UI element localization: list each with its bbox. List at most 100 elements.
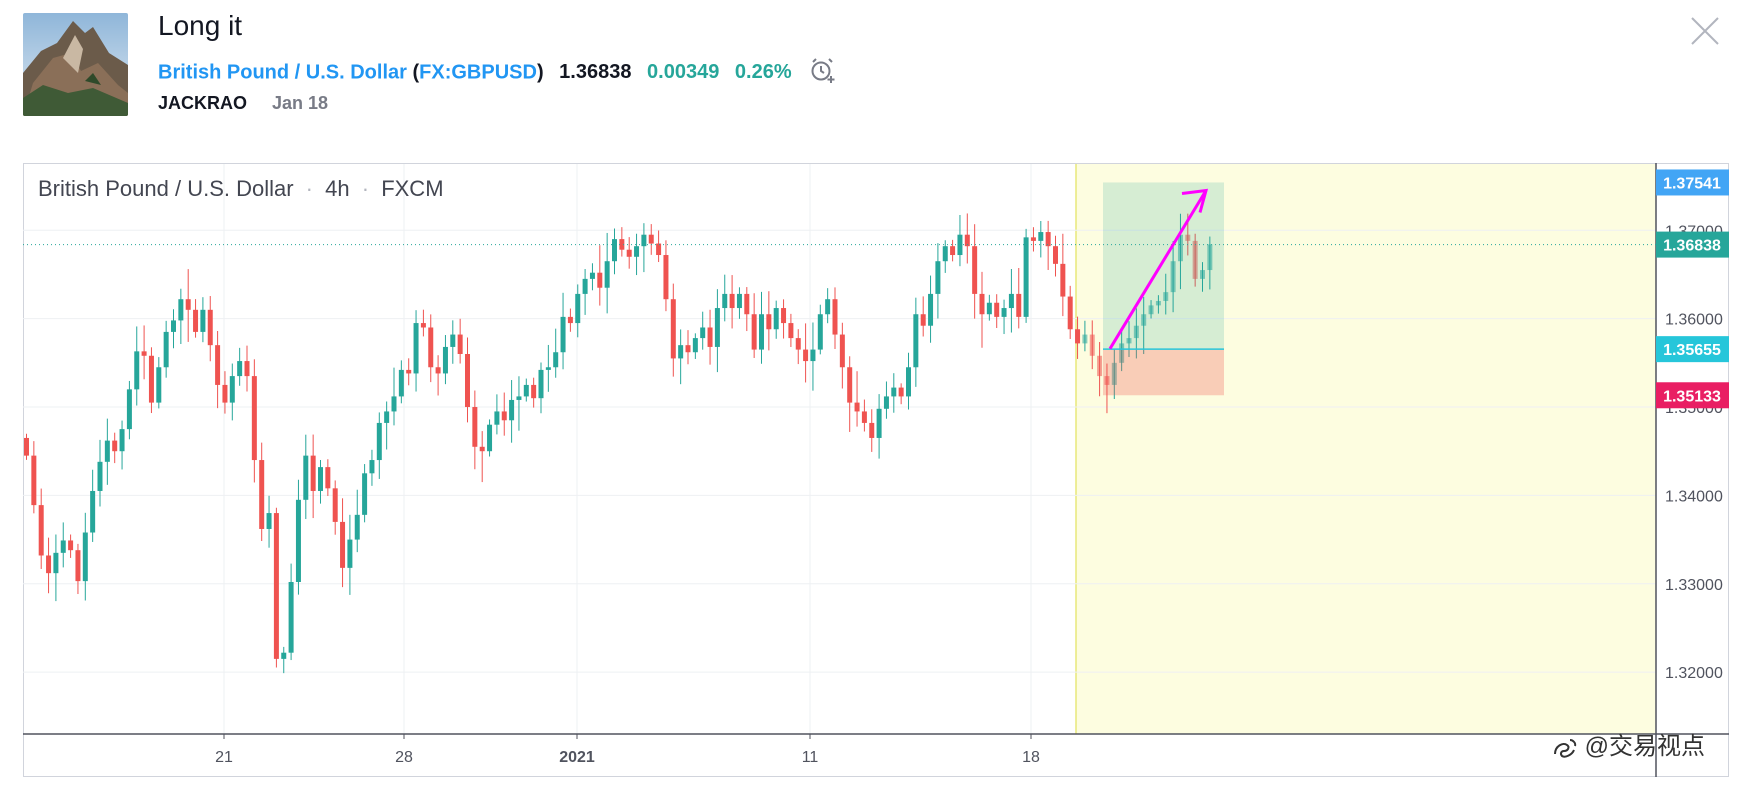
candle bbox=[229, 363, 235, 421]
candle bbox=[428, 314, 434, 383]
candle bbox=[641, 223, 647, 273]
candle-body bbox=[803, 349, 809, 362]
candle-body bbox=[1155, 300, 1161, 306]
candle-body bbox=[340, 521, 346, 568]
ticker-link[interactable]: FX:GBPUSD bbox=[419, 61, 537, 84]
candle bbox=[479, 431, 485, 483]
candle-body bbox=[141, 351, 147, 356]
candle bbox=[1030, 227, 1036, 252]
candle-body bbox=[406, 369, 412, 374]
candle-body bbox=[465, 354, 470, 408]
candle-body bbox=[648, 234, 654, 244]
candle-body bbox=[876, 408, 882, 438]
price-badge-label: 1.35133 bbox=[1663, 388, 1721, 405]
candle-body bbox=[1200, 270, 1205, 279]
candle-body bbox=[847, 367, 853, 403]
candle-body bbox=[913, 314, 919, 368]
candle-body bbox=[1008, 293, 1014, 309]
candle bbox=[531, 377, 537, 408]
candle-body bbox=[384, 411, 390, 423]
candle-body bbox=[259, 460, 265, 529]
candle-body bbox=[986, 302, 992, 315]
candle bbox=[68, 534, 74, 558]
candle bbox=[788, 313, 794, 347]
x-axis-tick-label: 11 bbox=[802, 749, 819, 766]
candle bbox=[266, 495, 272, 548]
candle bbox=[861, 399, 867, 432]
candle-body bbox=[391, 396, 397, 412]
candle bbox=[1148, 300, 1154, 319]
candle bbox=[332, 480, 338, 535]
candle-body bbox=[678, 345, 684, 359]
price-badge-label: 1.36838 bbox=[1663, 238, 1721, 255]
candle-body bbox=[663, 255, 669, 300]
candle-body bbox=[420, 323, 426, 328]
price-badge-bg bbox=[1656, 382, 1729, 409]
candle-body bbox=[200, 309, 206, 332]
candle bbox=[516, 376, 522, 431]
candle-body bbox=[832, 299, 838, 335]
candle bbox=[376, 412, 382, 479]
candle-body bbox=[229, 376, 235, 403]
candle-body bbox=[604, 261, 610, 288]
candle-body bbox=[972, 246, 978, 294]
price-badge: 1.35133 bbox=[1656, 382, 1729, 409]
candle-body bbox=[1082, 334, 1088, 344]
candle bbox=[1008, 269, 1014, 333]
candle-body bbox=[281, 652, 287, 659]
candle-body bbox=[244, 361, 250, 377]
candle-body bbox=[104, 440, 110, 462]
candle-body bbox=[883, 396, 889, 409]
candle-body bbox=[641, 234, 647, 247]
candle-body bbox=[215, 345, 221, 385]
candle-body bbox=[1089, 334, 1095, 356]
author-name[interactable]: JACKRAO bbox=[158, 93, 248, 113]
candle bbox=[759, 291, 764, 364]
candle bbox=[75, 543, 81, 595]
candle-body bbox=[457, 334, 463, 354]
candle-body bbox=[589, 272, 595, 279]
price-badge: 1.36838 bbox=[1656, 231, 1729, 258]
candle-body bbox=[950, 246, 956, 256]
legend-separator: · bbox=[305, 176, 313, 201]
candle-body bbox=[523, 384, 529, 397]
candle bbox=[288, 563, 294, 661]
candle-body bbox=[854, 402, 860, 412]
price-badge-bg bbox=[1656, 169, 1729, 196]
candle-body bbox=[68, 540, 74, 551]
candle bbox=[354, 489, 360, 553]
add-alert-icon[interactable] bbox=[809, 56, 837, 90]
candle-body bbox=[766, 314, 772, 330]
candle bbox=[648, 224, 654, 255]
candle-body bbox=[560, 316, 566, 353]
candle bbox=[707, 309, 713, 365]
close-icon[interactable] bbox=[1688, 14, 1722, 48]
candle bbox=[119, 420, 125, 470]
candle-body bbox=[1104, 376, 1110, 385]
candle bbox=[920, 296, 926, 337]
candle bbox=[413, 310, 419, 392]
candle bbox=[31, 441, 37, 514]
candle bbox=[347, 514, 353, 595]
candle-body bbox=[509, 399, 515, 421]
candle bbox=[986, 294, 992, 321]
candle-body bbox=[1163, 292, 1169, 301]
candle bbox=[744, 287, 750, 332]
candle bbox=[582, 269, 588, 315]
candle-body bbox=[126, 389, 132, 430]
author-avatar[interactable] bbox=[23, 13, 128, 116]
price-chart[interactable]: 1.370001.360001.350001.340001.330001.320… bbox=[23, 163, 1729, 777]
candle bbox=[193, 299, 199, 338]
author-line: JACKRAO Jan 18 bbox=[158, 93, 328, 114]
candle-body bbox=[148, 355, 154, 403]
candle bbox=[1104, 363, 1110, 414]
candle bbox=[38, 488, 44, 569]
candle bbox=[1053, 235, 1058, 277]
candle bbox=[670, 283, 676, 377]
candle-body bbox=[1030, 237, 1036, 241]
candle bbox=[185, 269, 191, 342]
candle bbox=[1089, 320, 1095, 370]
candle bbox=[883, 381, 889, 419]
candle-body bbox=[861, 411, 867, 423]
symbol-name-link[interactable]: British Pound / U.S. Dollar bbox=[158, 61, 407, 84]
